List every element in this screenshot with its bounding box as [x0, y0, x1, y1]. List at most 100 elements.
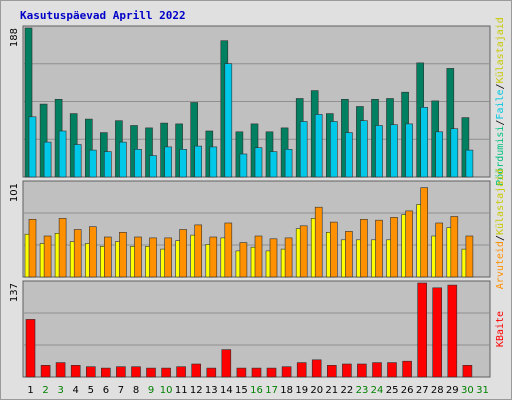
middle-bar-arvuteid: [329, 221, 338, 278]
top-bar-pöördumisi: [461, 117, 470, 178]
middle-bar-arvuteid: [345, 231, 353, 278]
bottom-bar-kbaite: [70, 364, 81, 378]
top-bar-faile: [73, 144, 82, 178]
bottom-bar-kbaite: [206, 367, 217, 378]
middle-bar-arvuteid: [314, 206, 323, 278]
top-bar-pöördumisi: [24, 27, 33, 178]
chart-title: Kasutuspäevad Aprill 2022: [20, 9, 186, 22]
top-bar-pöördumisi: [190, 102, 198, 178]
middle-legend-item: Külastajaid: [495, 169, 506, 235]
top-bar-faile: [314, 114, 323, 178]
middle-bar-arvuteid: [375, 219, 383, 278]
day-label: 20: [310, 385, 323, 396]
middle-bar-arvuteid: [164, 237, 172, 278]
bottom-legend-item: KBaite: [495, 311, 506, 347]
top-bar-faile: [179, 149, 187, 178]
top-bar-faile: [209, 146, 218, 178]
top-legend-item: /: [495, 83, 506, 89]
bottom-bar-kbaite: [281, 366, 292, 378]
day-label: 19: [295, 385, 308, 396]
top-bar-faile: [345, 132, 353, 178]
top-bar-faile: [405, 123, 413, 178]
middle-bar-arvuteid: [269, 238, 278, 278]
bottom-bar-kbaite: [357, 363, 367, 378]
day-label: 10: [160, 385, 173, 396]
bottom-bar-kbaite: [432, 287, 443, 378]
middle-legend: Arvuteid/Külastajaid: [495, 169, 506, 289]
top-bar-faile: [119, 141, 127, 178]
top-legend-item: Külastajaid: [495, 17, 506, 83]
middle-bar-arvuteid: [149, 237, 157, 278]
day-label: 24: [371, 385, 384, 396]
top-bar-pöördumisi: [39, 103, 48, 178]
middle-bar-arvuteid: [43, 235, 52, 278]
middle-bar-arvuteid: [194, 224, 202, 278]
day-label: 14: [220, 385, 233, 396]
middle-bar-arvuteid: [104, 236, 112, 278]
top-bar-faile: [360, 120, 368, 178]
middle-y-max-label: 101: [9, 183, 20, 202]
top-legend: Pöördumisi/Faile/Külastajaid: [495, 17, 506, 186]
bottom-bar-kbaite: [221, 349, 232, 378]
day-label: 5: [88, 385, 94, 396]
bottom-bar-kbaite: [462, 364, 473, 378]
day-label: 3: [58, 385, 64, 396]
top-bar-faile: [104, 151, 112, 178]
top-bar-faile: [299, 121, 308, 178]
day-label: 25: [386, 385, 399, 396]
day-label: 13: [205, 385, 218, 396]
top-bar-faile: [194, 145, 202, 178]
bottom-bar-kbaite: [402, 360, 412, 378]
bottom-bar-kbaite: [311, 359, 322, 378]
top-legend-item: /: [495, 120, 506, 126]
top-bar-faile: [28, 116, 37, 178]
bottom-bar-kbaite: [326, 364, 337, 378]
day-label: 30: [461, 385, 474, 396]
top-bar-faile: [149, 155, 157, 178]
day-label: 7: [118, 385, 124, 396]
top-bar-faile: [43, 141, 52, 178]
top-bar-faile: [254, 147, 263, 178]
day-label: 15: [235, 385, 248, 396]
middle-bar-arvuteid: [239, 242, 248, 278]
top-bar-faile: [329, 121, 338, 178]
top-y-max-label: 188: [9, 28, 20, 47]
middle-bar-arvuteid: [299, 225, 308, 278]
top-bar-faile: [465, 149, 474, 178]
bottom-bar-kbaite: [236, 367, 247, 378]
day-label: 8: [133, 385, 139, 396]
day-label: 21: [325, 385, 338, 396]
bottom-bar-kbaite: [161, 367, 171, 378]
bottom-bar-kbaite: [116, 366, 126, 378]
top-legend-item: Faile: [495, 89, 506, 119]
top-bar-faile: [239, 153, 248, 178]
middle-bar-arvuteid: [284, 237, 293, 278]
day-label: 27: [416, 385, 429, 396]
bottom-bar-kbaite: [40, 364, 51, 378]
day-label: 26: [401, 385, 414, 396]
middle-bar-arvuteid: [28, 219, 37, 278]
day-label: 17: [265, 385, 278, 396]
bottom-bar-kbaite: [86, 366, 96, 378]
top-bar-pöördumisi: [446, 68, 455, 178]
bottom-bar-kbaite: [146, 367, 156, 378]
middle-bar-arvuteid: [224, 222, 233, 278]
middle-legend-item: Arvuteid: [495, 241, 506, 289]
bottom-bar-kbaite: [191, 363, 201, 378]
day-label: 28: [431, 385, 444, 396]
top-bar-faile: [164, 146, 172, 178]
top-bar-pöördumisi: [85, 118, 93, 178]
bottom-bar-kbaite: [342, 363, 352, 378]
middle-bar-arvuteid: [179, 229, 187, 278]
bottom-bar-kbaite: [417, 282, 428, 378]
day-label: 4: [73, 385, 79, 396]
day-label: 12: [190, 385, 203, 396]
middle-bar-arvuteid: [435, 222, 444, 278]
middle-bar-arvuteid: [134, 236, 142, 278]
middle-bar-arvuteid: [73, 229, 82, 278]
bottom-legend: KBaite: [495, 311, 506, 347]
middle-bar-arvuteid: [420, 187, 429, 278]
day-label: 18: [280, 385, 293, 396]
day-label: 29: [446, 385, 459, 396]
day-label: 22: [341, 385, 354, 396]
